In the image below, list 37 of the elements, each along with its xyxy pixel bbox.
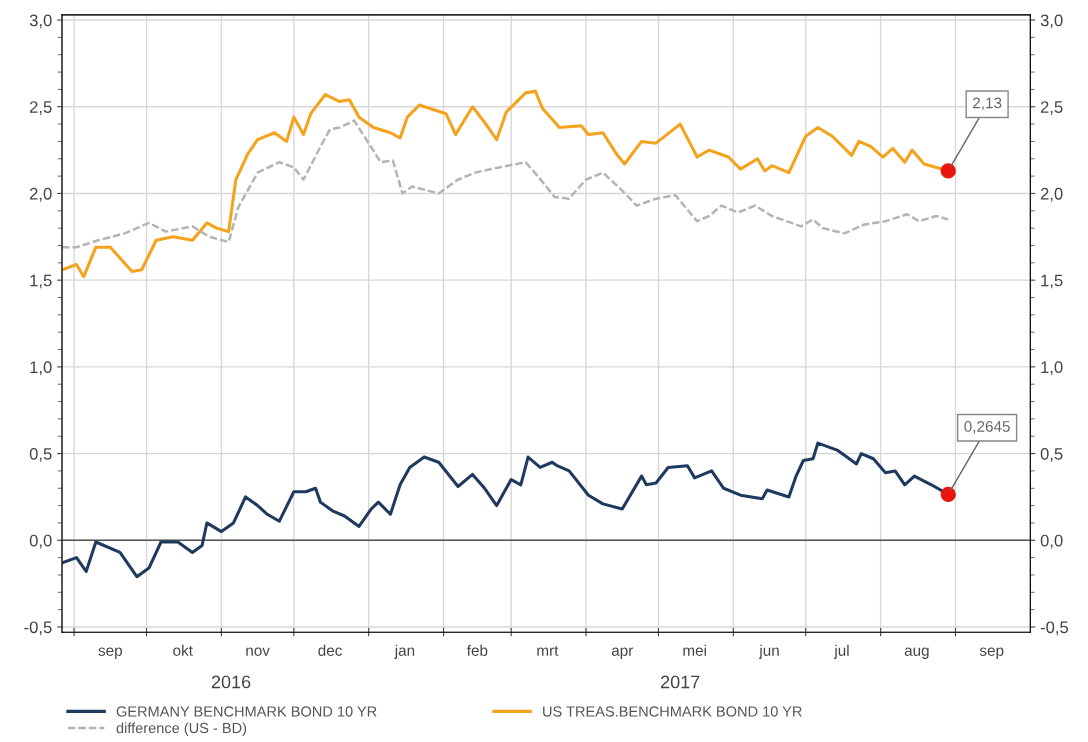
x-tick-label: sep (98, 647, 122, 659)
y-tick-label: 0,5 (29, 447, 52, 462)
y2-tick-label: 0,0 (1040, 534, 1063, 549)
y2-tick-label: 3,0 (1040, 14, 1063, 29)
y-tick-label: 0,0 (29, 534, 52, 549)
x-tick-label: nov (246, 647, 270, 656)
y-tick-label: 3,0 (29, 14, 52, 29)
y2-tick-label: 0,5 (1040, 447, 1063, 462)
y-tick-label: 2,5 (29, 101, 52, 115)
y2-tick-label: 1,5 (1041, 274, 1063, 289)
line-series (62, 119, 950, 249)
legend-label: difference (US - BD) (116, 722, 247, 737)
y2-tick-label: -0,5 (1040, 621, 1069, 636)
x-tick-label: apr (611, 647, 634, 659)
y-tick-label: 1,0 (30, 361, 52, 376)
x-tick-label: jun (758, 644, 779, 659)
annotation: 0,2645 (964, 421, 1010, 434)
y2-tick-label: 2,5 (1040, 101, 1063, 115)
legend-label: GERMANY BENCHMARK BOND 10 YR (116, 706, 377, 717)
x-tick-label: jul (833, 644, 849, 659)
annotation: 2,13 (973, 97, 1002, 111)
x-tick-label: jan (394, 644, 415, 659)
x2-tick-label: 2016 (211, 675, 251, 689)
x-tick-label: aug (904, 647, 929, 659)
x-tick-label: mrt (537, 645, 559, 656)
x-tick-label: mei (683, 644, 706, 656)
x2-tick-label: 2017 (661, 675, 700, 689)
x-tick-label: dec (318, 644, 342, 656)
x-tick-label: okt (173, 644, 193, 656)
y2-tick-label: 1,0 (1041, 361, 1063, 376)
y-tick-label: -0,5 (24, 621, 52, 636)
y2-tick-label: 2,0 (1040, 187, 1063, 202)
y-tick-label: 2,0 (29, 187, 52, 202)
y-tick-label: 1,5 (30, 274, 52, 289)
legend-label: US TREAS.BENCHMARK BOND 10 YR (543, 706, 802, 717)
x-tick-label: sep (979, 647, 1004, 659)
x-tick-label: feb (466, 644, 488, 656)
